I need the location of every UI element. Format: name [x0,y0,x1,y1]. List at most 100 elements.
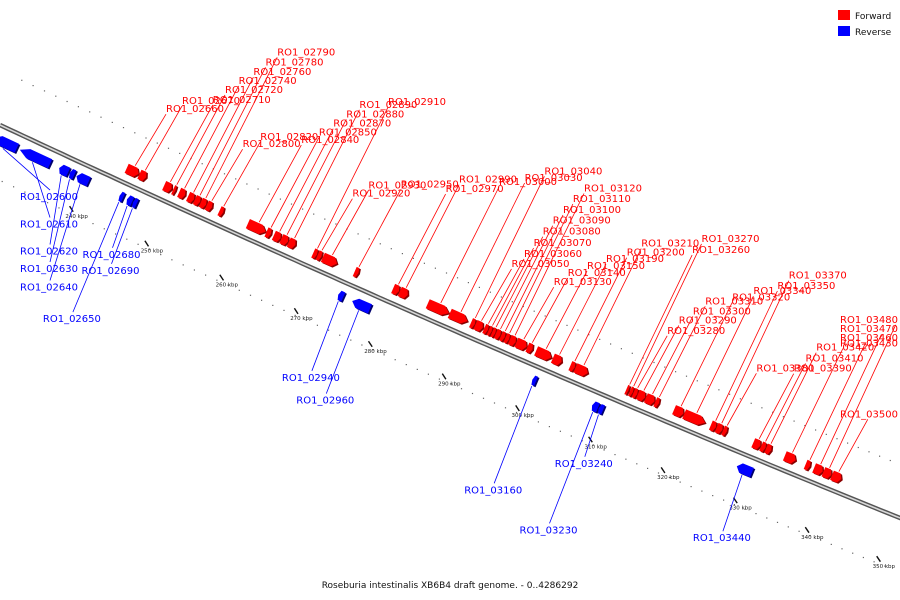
gene-RO1_03200[interactable] [568,361,576,372]
gene-label: RO1_03310 [705,296,763,307]
gene-label: RO1_03370 [789,271,847,282]
legend-reverse-label: Reverse [855,28,892,38]
leader-line [474,176,545,319]
scale-dot [235,178,237,180]
leader-line [643,325,680,391]
gene-RO1_03420[interactable] [764,443,772,455]
gene-RO1_03070[interactable] [486,325,493,336]
scale-dot [500,296,502,298]
gene-RO1_03100[interactable] [499,331,506,342]
scale-dot [13,186,15,188]
gene-RO1_02920[interactable] [315,250,323,261]
leader-line [321,198,353,251]
gene-RO1_02790[interactable] [198,197,207,209]
gene-RO1_03370[interactable] [714,422,723,434]
gene-RO1_03470[interactable] [812,463,823,476]
gene-RO1_02620[interactable] [59,164,71,177]
gene-RO1_03260[interactable] [624,384,630,395]
gene-RO1_03160[interactable] [531,375,538,386]
gene-label: RO1_02740 [239,76,297,87]
gene-RO1_02930[interactable] [320,252,337,267]
gene-RO1_03110[interactable] [503,333,511,344]
gene-RO1_03150[interactable] [534,346,552,361]
gene-RO1_03290[interactable] [635,389,646,402]
gene-RO1_03350[interactable] [708,420,717,432]
gene-RO1_03210[interactable] [573,363,588,377]
gene-RO1_03090[interactable] [493,328,502,340]
gene-RO1_03320[interactable] [672,405,684,418]
gene-RO1_02850[interactable] [264,227,272,238]
gene-RO1_03080[interactable] [490,327,497,338]
gene-RO1_02610[interactable] [19,149,53,169]
gene-RO1_02970[interactable] [391,283,400,295]
gene-label: RO1_03480 [840,315,898,326]
scale-dot [489,291,491,293]
gene-RO1_02950[interactable] [352,266,360,278]
scale-tick [219,274,225,281]
gene-RO1_02990[interactable] [397,286,408,299]
scale-dot [383,354,385,356]
gene-RO1_03120[interactable] [507,335,516,346]
gene-RO1_03280[interactable] [631,388,639,399]
gene-RO1_02690[interactable] [132,198,139,209]
backbone-inner [0,124,900,519]
gene-RO1_02890[interactable] [286,237,296,249]
gene-RO1_03430[interactable] [782,451,796,464]
gene-RO1_03240[interactable] [597,404,605,415]
gene-RO1_02740[interactable] [177,187,186,199]
gene-RO1_02800[interactable] [204,200,213,212]
gene-RO1_02720[interactable] [171,185,177,195]
gene-RO1_02760[interactable] [186,191,195,203]
gene-RO1_02780[interactable] [192,195,201,206]
gene-RO1_03500[interactable] [830,470,842,483]
gene-RO1_03230[interactable] [591,401,600,413]
gene-RO1_02600[interactable] [0,136,19,153]
scale-dot [401,253,403,255]
gene-RO1_03050[interactable] [473,320,483,332]
gene-RO1_03380[interactable] [721,425,728,436]
leader-line [514,193,585,336]
leader-line [317,107,389,249]
gene-RO1_02680[interactable] [126,195,135,207]
leader-line [509,203,574,334]
scale-dot [294,314,296,316]
gene-RO1_02670[interactable] [137,169,147,181]
gene-RO1_02820[interactable] [217,206,225,217]
gene-RO1_02910[interactable] [311,248,318,259]
scale-tick [293,307,299,315]
gene-RO1_02960[interactable] [352,298,372,314]
gene-RO1_03040[interactable] [469,318,476,329]
gene-RO1_02940[interactable] [337,290,346,302]
gene-RO1_03140[interactable] [525,342,533,354]
gene-RO1_02650[interactable] [118,191,126,203]
gene-RO1_03300[interactable] [643,393,655,406]
gene-RO1_03460[interactable] [803,459,811,471]
leader-line [294,109,360,239]
gene-RO1_03340[interactable] [682,409,706,425]
gene-RO1_03270[interactable] [628,386,634,397]
gene-RO1_03480[interactable] [821,467,832,479]
gene-RO1_03440[interactable] [736,463,754,478]
gene-RO1_03060[interactable] [482,323,489,335]
scale-dot [89,111,91,113]
gene-RO1_03190[interactable] [550,353,562,366]
gene-RO1_03390[interactable] [751,438,761,450]
gene-RO1_03130[interactable] [514,337,527,351]
scale-dots [1,79,891,567]
gene-RO1_02710[interactable] [162,181,172,193]
gene-RO1_03000[interactable] [425,299,449,315]
leader-line [211,148,243,201]
gene-RO1_03310[interactable] [653,397,660,408]
gene-RO1_02870[interactable] [271,230,281,243]
gene-RO1_02630[interactable] [68,169,77,180]
scale-dot [148,248,150,251]
scale-dot [137,243,139,245]
scale-dot [537,421,539,423]
gene-label: RO1_03300 [693,306,751,317]
gene-RO1_03030[interactable] [447,308,468,324]
gene-RO1_02880[interactable] [279,234,289,246]
gene-RO1_02640[interactable] [76,173,91,187]
gene-RO1_02840[interactable] [245,219,266,234]
gene-RO1_02660[interactable] [124,163,139,177]
gene-RO1_03410[interactable] [759,441,767,453]
